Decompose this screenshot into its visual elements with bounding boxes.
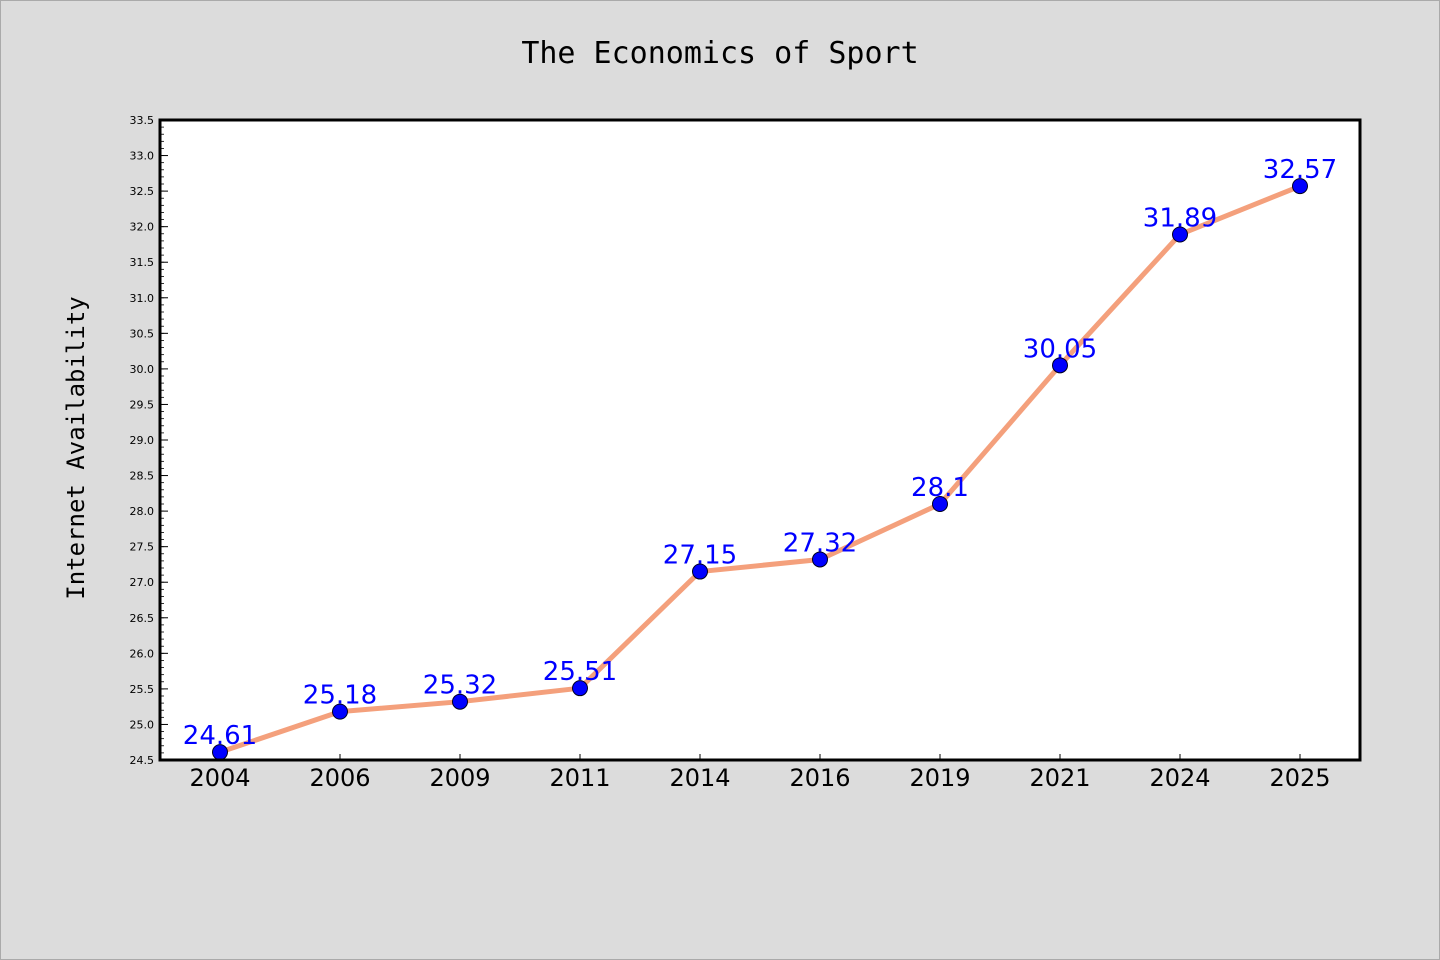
- y-tick-label: 24.5: [130, 754, 155, 767]
- x-tick-label: 2014: [669, 764, 730, 792]
- x-tick-label: 2006: [309, 764, 370, 792]
- data-label: 25.51: [543, 657, 617, 687]
- chart-title: The Economics of Sport: [521, 36, 918, 71]
- y-tick-label: 30.5: [130, 327, 155, 340]
- x-tick-label: 2019: [909, 764, 970, 792]
- y-tick-label: 27.5: [130, 541, 155, 554]
- y-tick-label: 25.0: [130, 718, 155, 731]
- y-tick-label: 31.5: [130, 256, 155, 269]
- y-tick-label: 30.0: [130, 363, 155, 376]
- x-tick-label: 2004: [189, 764, 250, 792]
- data-label: 25.18: [303, 681, 377, 711]
- data-point-marker: [932, 496, 948, 512]
- data-point-marker: [332, 703, 348, 720]
- y-tick-label: 33.5: [130, 114, 155, 127]
- data-label: 28.1: [911, 473, 969, 503]
- y-tick-label: 28.0: [130, 505, 155, 518]
- x-axis: 2004 2006 2009 2011 2014 2016 2019 2021 2024 2025: [189, 754, 1331, 792]
- plot-area: [160, 120, 1360, 760]
- data-label: 30.05: [1023, 334, 1097, 364]
- y-axis: 24.5 25.0 25.5 26.0 26.5 27.0 27.5 28.0 28.5 29.0…: [130, 114, 168, 767]
- data-point-marker: [692, 563, 708, 580]
- y-axis-label: Internet Availability: [62, 296, 90, 599]
- data-label: 27.15: [663, 541, 737, 571]
- y-tick-label: 26.5: [130, 612, 155, 625]
- data-point-marker: [452, 693, 468, 710]
- x-tick-label: 2016: [789, 764, 850, 792]
- y-tick-label: 26.0: [130, 647, 155, 660]
- series-line: [217, 183, 1303, 755]
- y-tick-label: 28.5: [130, 470, 155, 483]
- series-layer: 24.61 25.18 25.32 25.51 27.15 27.32 28.1 30.05 3…: [183, 155, 1337, 761]
- y-tick-label: 33.0: [130, 150, 155, 163]
- x-tick-label: 2024: [1149, 764, 1210, 792]
- data-point-marker: [1052, 357, 1068, 374]
- data-point-marker: [1292, 178, 1308, 195]
- x-tick-label: 2025: [1269, 764, 1330, 792]
- y-tick-label: 32.0: [130, 221, 155, 234]
- plot-frame: [158, 118, 1362, 762]
- y-tick-label: 31.0: [130, 292, 155, 305]
- x-tick-label: 2021: [1029, 764, 1090, 792]
- y-tick-label: 29.0: [130, 434, 155, 447]
- data-label: 25.32: [423, 671, 497, 701]
- x-tick-label: 2009: [429, 764, 490, 792]
- y-tick-label: 29.5: [130, 398, 155, 411]
- y-tick-label: 25.5: [130, 683, 155, 696]
- data-label: 31.89: [1143, 203, 1217, 233]
- y-tick-label: 27.0: [130, 576, 155, 589]
- data-label: 32.57: [1263, 155, 1337, 185]
- data-point-marker: [812, 551, 828, 568]
- y-tick-label: 32.5: [130, 185, 155, 198]
- data-label: 27.32: [783, 528, 857, 558]
- data-point-marker: [572, 680, 588, 697]
- x-tick-label: 2011: [549, 764, 610, 792]
- data-point-marker: [1172, 226, 1188, 243]
- data-label: 24.61: [183, 721, 257, 751]
